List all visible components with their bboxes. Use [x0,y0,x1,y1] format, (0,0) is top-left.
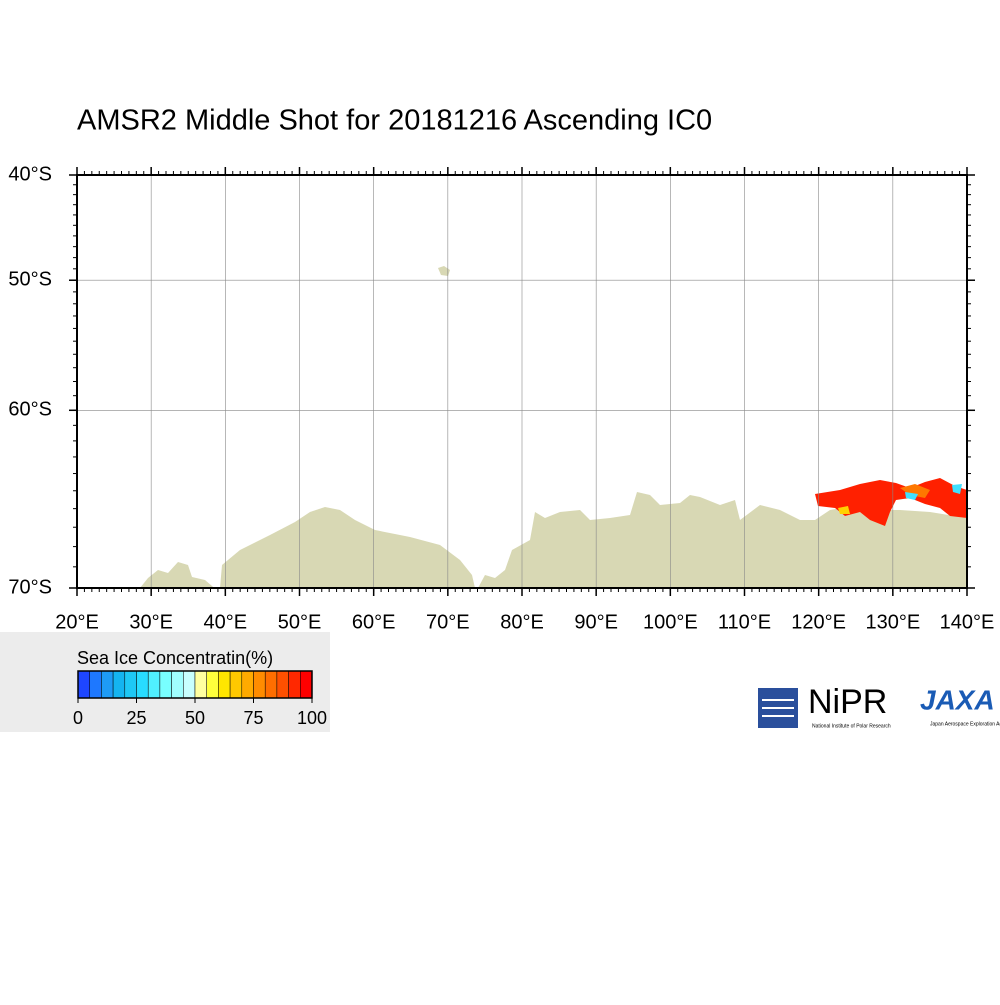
colorbar-swatch [136,670,149,699]
x-tick-label: 60°E [352,611,396,633]
colorbar-swatch [229,670,243,699]
colorbar-swatch [218,670,231,699]
sea-ice [952,484,962,494]
x-tick-label: 90°E [574,611,618,633]
nipr-logo-stripes [762,699,794,717]
y-tick-label: 70°S [8,576,52,598]
nipr-logo: NiPR [808,683,887,721]
x-tick-label: 30°E [129,611,173,633]
colorbar-tick-label: 25 [126,708,146,728]
sea-ice [905,492,918,500]
land [478,492,967,588]
colorbar-tick-label: 0 [73,708,83,728]
colorbar-swatch [194,670,207,699]
land [140,562,214,588]
colorbar-swatch [241,670,254,699]
x-tick-label: 80°E [500,611,544,633]
colorbar-swatch [300,670,313,699]
colorbar-swatch [288,670,301,699]
x-tick-label: 50°E [278,611,322,633]
colorbar-swatch [159,670,172,699]
x-tick-label: 130°E [865,611,920,633]
x-tick-label: 100°E [643,611,698,633]
map-frame [76,174,968,589]
sea-ice [838,506,850,514]
colorbar-swatch [253,670,266,699]
jaxa-full-name: Japan Aerospace Exploration Agency [930,721,1000,727]
land [220,507,475,588]
x-tick-label: 70°E [426,611,470,633]
y-tick-label: 60°S [8,399,52,421]
colorbar-swatch [147,670,161,699]
colorbar-tick-label: 100 [297,708,327,728]
colorbar-swatch [124,670,137,699]
x-tick-label: 110°E [718,611,771,633]
y-tick-label: 40°S [8,163,52,185]
colorbar-title: Sea Ice Concentratin(%) [77,648,273,668]
colorbar-tick-label: 50 [185,708,205,728]
map-area [140,266,967,588]
colorbar-swatch [77,670,90,699]
island [438,266,450,276]
y-tick-label: 50°S [8,269,52,291]
map-title: AMSR2 Middle Shot for 20181216 Ascending… [77,105,712,137]
colorbar-swatch [171,670,184,699]
nipr-full-name: National Institute of Polar Research [812,723,891,729]
colorbar-swatch [183,670,196,699]
colorbar-swatch [206,670,219,699]
colorbar-swatch [89,670,102,699]
colorbar-swatch [101,670,114,699]
x-tick-label: 140°E [940,611,995,633]
sea-ice [900,484,930,498]
jaxa-logo: JAXA [920,684,995,715]
x-tick-label: 40°E [204,611,248,633]
x-tick-label: 20°E [55,611,99,633]
colorbar-swatch [276,670,289,699]
x-tick-label: 120°E [791,611,846,633]
colorbar-swatch [264,670,278,699]
colorbar-tick-label: 75 [243,708,263,728]
colorbar-swatch [112,670,126,699]
